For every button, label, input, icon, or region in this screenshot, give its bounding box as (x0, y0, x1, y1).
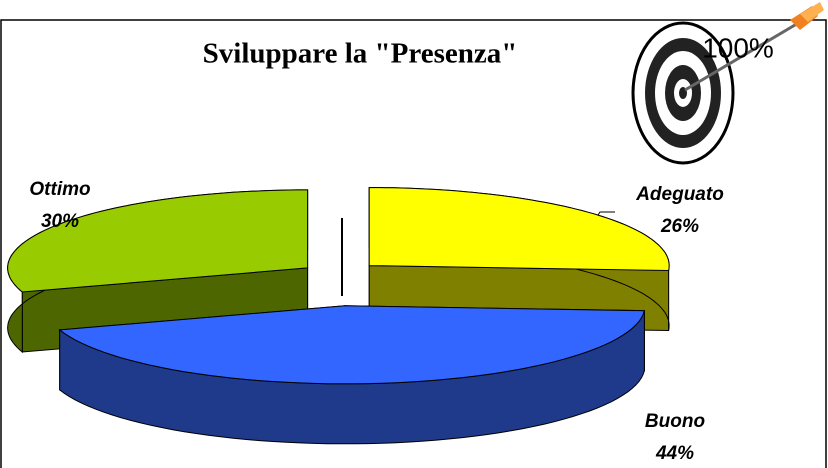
slice-label: Ottimo (29, 179, 90, 200)
slice-label: Buono (645, 411, 705, 432)
slice (58, 305, 646, 445)
icon-label: 100% (702, 32, 774, 63)
slice-label: Adeguato (635, 184, 724, 205)
slice-top (368, 187, 670, 272)
chart-title: Sviluppare la "Presenza" (203, 38, 518, 70)
slice-top (58, 305, 646, 385)
frame (0, 19, 827, 468)
slice-value-label: 30% (41, 211, 79, 232)
slice-value-label: 26% (660, 216, 699, 237)
slice-value-label: 44% (655, 443, 694, 464)
slice-top (7, 189, 309, 293)
target-icon (631, 2, 824, 165)
pie (7, 187, 670, 445)
